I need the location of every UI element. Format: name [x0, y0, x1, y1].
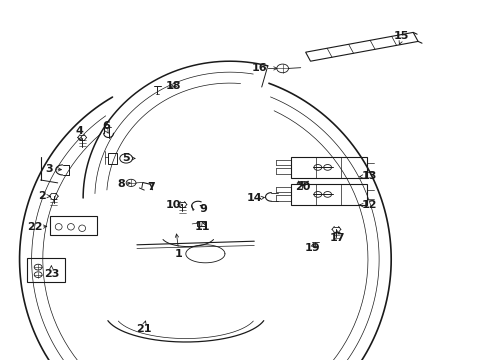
Text: 23: 23: [43, 269, 59, 279]
Text: 9: 9: [199, 204, 206, 214]
Bar: [107, 153, 117, 164]
Text: 17: 17: [329, 233, 345, 243]
Text: 10: 10: [165, 200, 181, 210]
Text: 2: 2: [38, 191, 45, 201]
Bar: [50, 216, 97, 235]
Bar: [290, 184, 366, 205]
Bar: [290, 157, 366, 178]
Text: 4: 4: [76, 126, 83, 136]
Text: 5: 5: [122, 153, 130, 163]
Text: 3: 3: [45, 164, 53, 174]
Bar: [27, 258, 65, 282]
Text: 16: 16: [251, 63, 266, 73]
Text: 12: 12: [361, 200, 376, 210]
Text: 21: 21: [136, 324, 152, 334]
Text: 18: 18: [165, 81, 181, 91]
Text: 15: 15: [392, 31, 408, 41]
Text: 7: 7: [147, 182, 155, 192]
Text: 14: 14: [246, 193, 262, 203]
Bar: [196, 221, 206, 226]
Text: 22: 22: [27, 222, 43, 232]
Text: 20: 20: [295, 182, 310, 192]
Text: 6: 6: [102, 121, 110, 131]
Text: 19: 19: [305, 243, 320, 253]
Text: 11: 11: [195, 222, 210, 232]
Text: 1: 1: [174, 249, 182, 259]
Text: 13: 13: [361, 171, 376, 181]
Text: 8: 8: [117, 179, 125, 189]
